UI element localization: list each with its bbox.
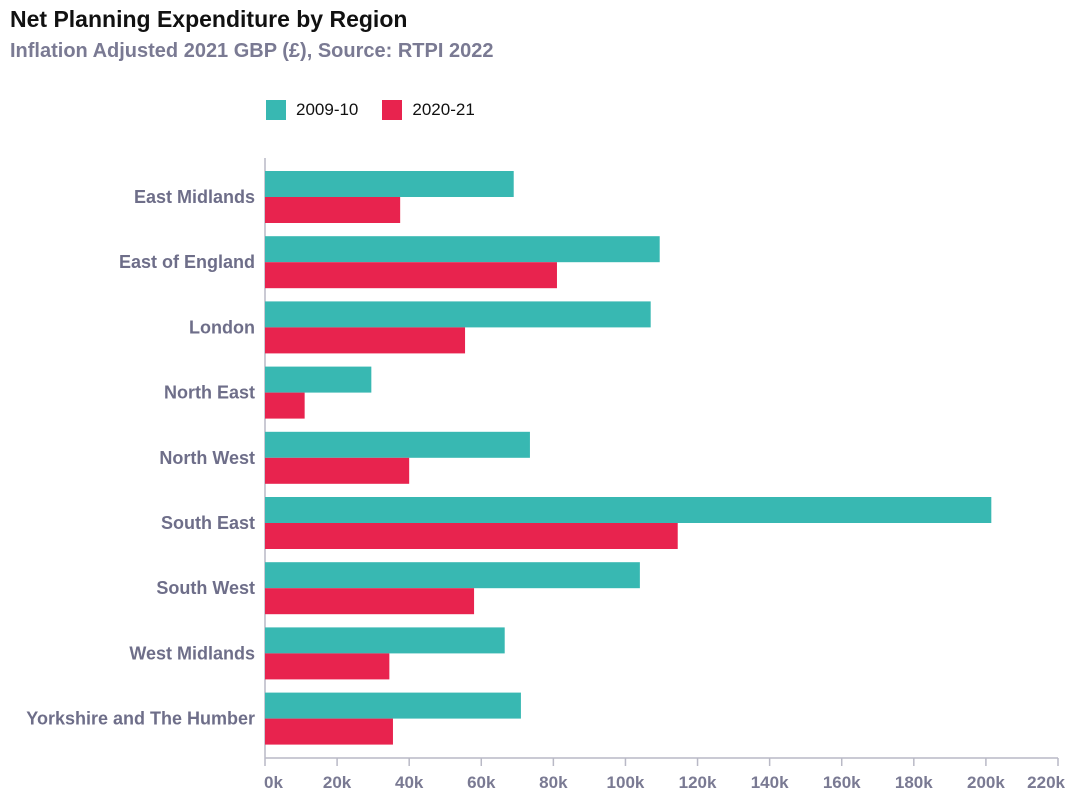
- legend: 2009-10 2020-21: [266, 100, 499, 120]
- x-tick-label-80k: 80k: [539, 773, 568, 792]
- x-tick-label-0k: 0k: [264, 773, 283, 792]
- bar-south-east-2020-21: [265, 523, 678, 549]
- x-tick-label-180k: 180k: [895, 773, 933, 792]
- bar-north-west-2009-10: [265, 431, 530, 458]
- bar-south-west-2009-10: [265, 562, 640, 589]
- bar-east-of-england-2009-10: [265, 236, 660, 263]
- x-tick-label-60k: 60k: [467, 773, 496, 792]
- bar-west-midlands-2009-10: [265, 627, 505, 654]
- bar-east-midlands-2020-21: [265, 197, 401, 223]
- x-tick-label-40k: 40k: [395, 773, 424, 792]
- bar-west-midlands-2020-21: [265, 653, 390, 680]
- category-label-north-west: North West: [159, 448, 255, 468]
- bar-london-2020-21: [265, 327, 466, 354]
- bar-london-2009-10: [265, 301, 651, 328]
- x-tick-label-140k: 140k: [751, 773, 789, 792]
- category-label-yorkshire-and-the-humber: Yorkshire and The Humber: [26, 709, 255, 729]
- x-tick-label-220k: 220k: [1027, 773, 1065, 792]
- x-tick-label-160k: 160k: [823, 773, 861, 792]
- bar-north-west-2020-21: [265, 457, 410, 484]
- category-label-west-midlands: West Midlands: [129, 643, 255, 663]
- category-label-north-east: North East: [164, 383, 255, 403]
- bar-yorkshire-and-the-humber-2009-10: [265, 692, 521, 719]
- x-tick-label-20k: 20k: [323, 773, 352, 792]
- legend-item-2009-10: 2009-10: [266, 100, 358, 120]
- legend-item-2020-21: 2020-21: [382, 100, 475, 120]
- x-tick-label-120k: 120k: [679, 773, 717, 792]
- category-label-london: London: [189, 317, 255, 337]
- x-tick-label-200k: 200k: [967, 773, 1005, 792]
- bar-east-midlands-2009-10: [265, 171, 514, 197]
- chart-subtitle: Inflation Adjusted 2021 GBP (£), Source:…: [10, 40, 494, 62]
- bar-east-of-england-2020-21: [265, 262, 557, 289]
- bar-yorkshire-and-the-humber-2020-21: [265, 718, 393, 745]
- legend-label-2020-21: 2020-21: [412, 100, 475, 119]
- x-tick-label-100k: 100k: [607, 773, 645, 792]
- legend-label-2009-10: 2009-10: [296, 100, 359, 119]
- legend-swatch-2009-10: [266, 100, 286, 120]
- legend-swatch-2020-21: [382, 100, 403, 120]
- chart-title: Net Planning Expenditure by Region: [10, 6, 408, 32]
- bar-south-east-2009-10: [265, 497, 992, 523]
- bar-south-west-2020-21: [265, 588, 475, 615]
- bar-north-east-2009-10: [265, 366, 372, 393]
- category-label-east-midlands: East Midlands: [134, 187, 255, 207]
- bar-north-east-2020-21: [265, 392, 305, 419]
- category-label-east-of-england: East of England: [119, 252, 255, 272]
- category-label-south-west: South West: [156, 578, 255, 598]
- category-label-south-east: South East: [161, 513, 255, 533]
